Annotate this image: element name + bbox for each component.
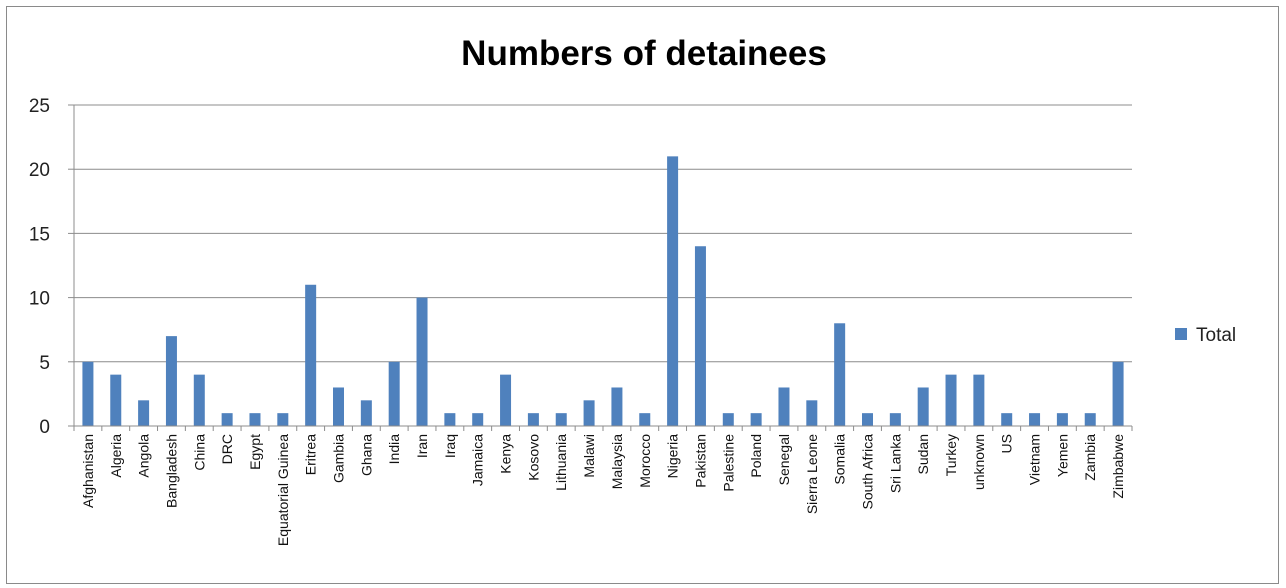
bar-turkey [945,374,957,426]
x-tick-label: Morocco [637,434,653,488]
bar-senegal [778,387,790,426]
x-axis-ticks: Afghanistan Algeria Angola Bangladesh China D… [73,426,1133,546]
bar-malaysia [611,387,623,426]
bar-sierra-leone [806,400,818,426]
bar-somalia [834,323,846,426]
bar-us [1001,413,1013,426]
x-tick-label: Gambia [331,434,347,483]
x-tick-label: Egypt [247,434,263,470]
bar-nigeria [667,156,679,427]
x-tick-label: US [999,434,1015,453]
bar-kenya [500,374,512,426]
x-tick-label: Jamaica [470,434,486,486]
x-tick-label: Algeria [108,434,124,478]
bar-india [388,361,400,426]
x-tick-label: DRC [219,434,235,464]
bar-palestine [722,413,734,426]
y-tick-label: 10 [29,289,50,310]
x-tick-label: Afghanistan [80,434,96,508]
x-tick-label: Equatorial Guinea [275,434,291,546]
x-tick-label: China [191,434,207,471]
bar-south-africa [862,413,873,426]
legend-swatch-total [1175,328,1187,340]
y-tick-label: 15 [29,224,50,245]
x-tick-label: Iraq [442,434,458,458]
bar-gambia [333,387,344,426]
legend-label-total: Total [1196,325,1236,346]
bar-morocco [639,413,651,426]
bar-drc [221,413,233,426]
x-tick-label: Vietnam [1027,434,1043,485]
gridlines [74,104,1132,427]
chart-frame [6,6,1279,584]
x-tick-label: South Africa [860,434,876,510]
bar-poland [750,413,762,426]
bar-equatorial-guinea [277,413,289,426]
x-tick-label: Sri Lanka [887,434,903,493]
bar-afghanistan [82,361,94,426]
bar-kosovo [527,413,539,426]
x-tick-label: Yemen [1054,434,1070,477]
bar-china [193,374,205,426]
x-tick-label: Senegal [776,434,792,485]
bar-vietnam [1029,413,1041,426]
bar-zimbabwe [1112,361,1124,426]
y-tick-label: 20 [29,160,50,181]
x-tick-label: Bangladesh [163,434,179,508]
bar-iraq [444,413,456,426]
x-tick-label: Turkey [943,434,959,476]
chart-title: Numbers of detainees [461,34,827,73]
bar-eritrea [305,284,317,426]
x-tick-label: Zambia [1082,434,1098,481]
x-tick-label: Nigeria [665,434,681,479]
x-tick-label: Poland [748,434,764,478]
bars [82,156,1124,427]
y-tick-label: 25 [29,96,50,117]
bar-zambia [1084,413,1096,426]
y-axis-ticks: 0 5 10 15 20 25 [29,96,74,438]
x-tick-label: Malawi [581,434,597,478]
bar-yemen [1056,413,1068,426]
x-tick-label: Somalia [832,434,848,485]
x-tick-label: Eritrea [303,434,319,475]
bar-unknown [973,374,985,426]
x-tick-label: Malaysia [609,434,625,489]
x-tick-label: Pakistan [692,434,708,488]
bar-lithuania [555,413,567,426]
x-tick-label: Zimbabwe [1110,434,1126,499]
bar-sri-lanka [889,413,901,426]
x-tick-label: Iran [414,434,430,458]
bar-bangladesh [165,336,177,426]
x-tick-label: Lithuania [553,434,569,491]
axes [73,105,1132,427]
bar-sudan [917,387,929,426]
bar-egypt [249,413,261,426]
bar-iran [416,297,428,426]
bar-pakistan [694,246,706,426]
x-tick-label: Angola [136,434,152,478]
legend: Total [1175,325,1236,346]
bar-ghana [360,400,372,426]
x-tick-label: Sudan [915,434,931,474]
bar-angola [138,400,150,426]
x-tick-label: unknown [971,434,987,490]
bar-algeria [110,374,122,426]
x-tick-label: India [386,434,402,465]
x-tick-label: Kosovo [525,434,541,481]
x-tick-label: Ghana [358,434,374,476]
x-tick-label: Kenya [498,434,514,474]
bar-malawi [583,400,595,426]
x-tick-label: Sierra Leone [804,434,820,514]
bar-jamaica [472,413,484,426]
y-tick-label: 0 [39,417,50,438]
y-tick-label: 5 [39,353,50,374]
x-tick-label: Palestine [720,434,736,492]
